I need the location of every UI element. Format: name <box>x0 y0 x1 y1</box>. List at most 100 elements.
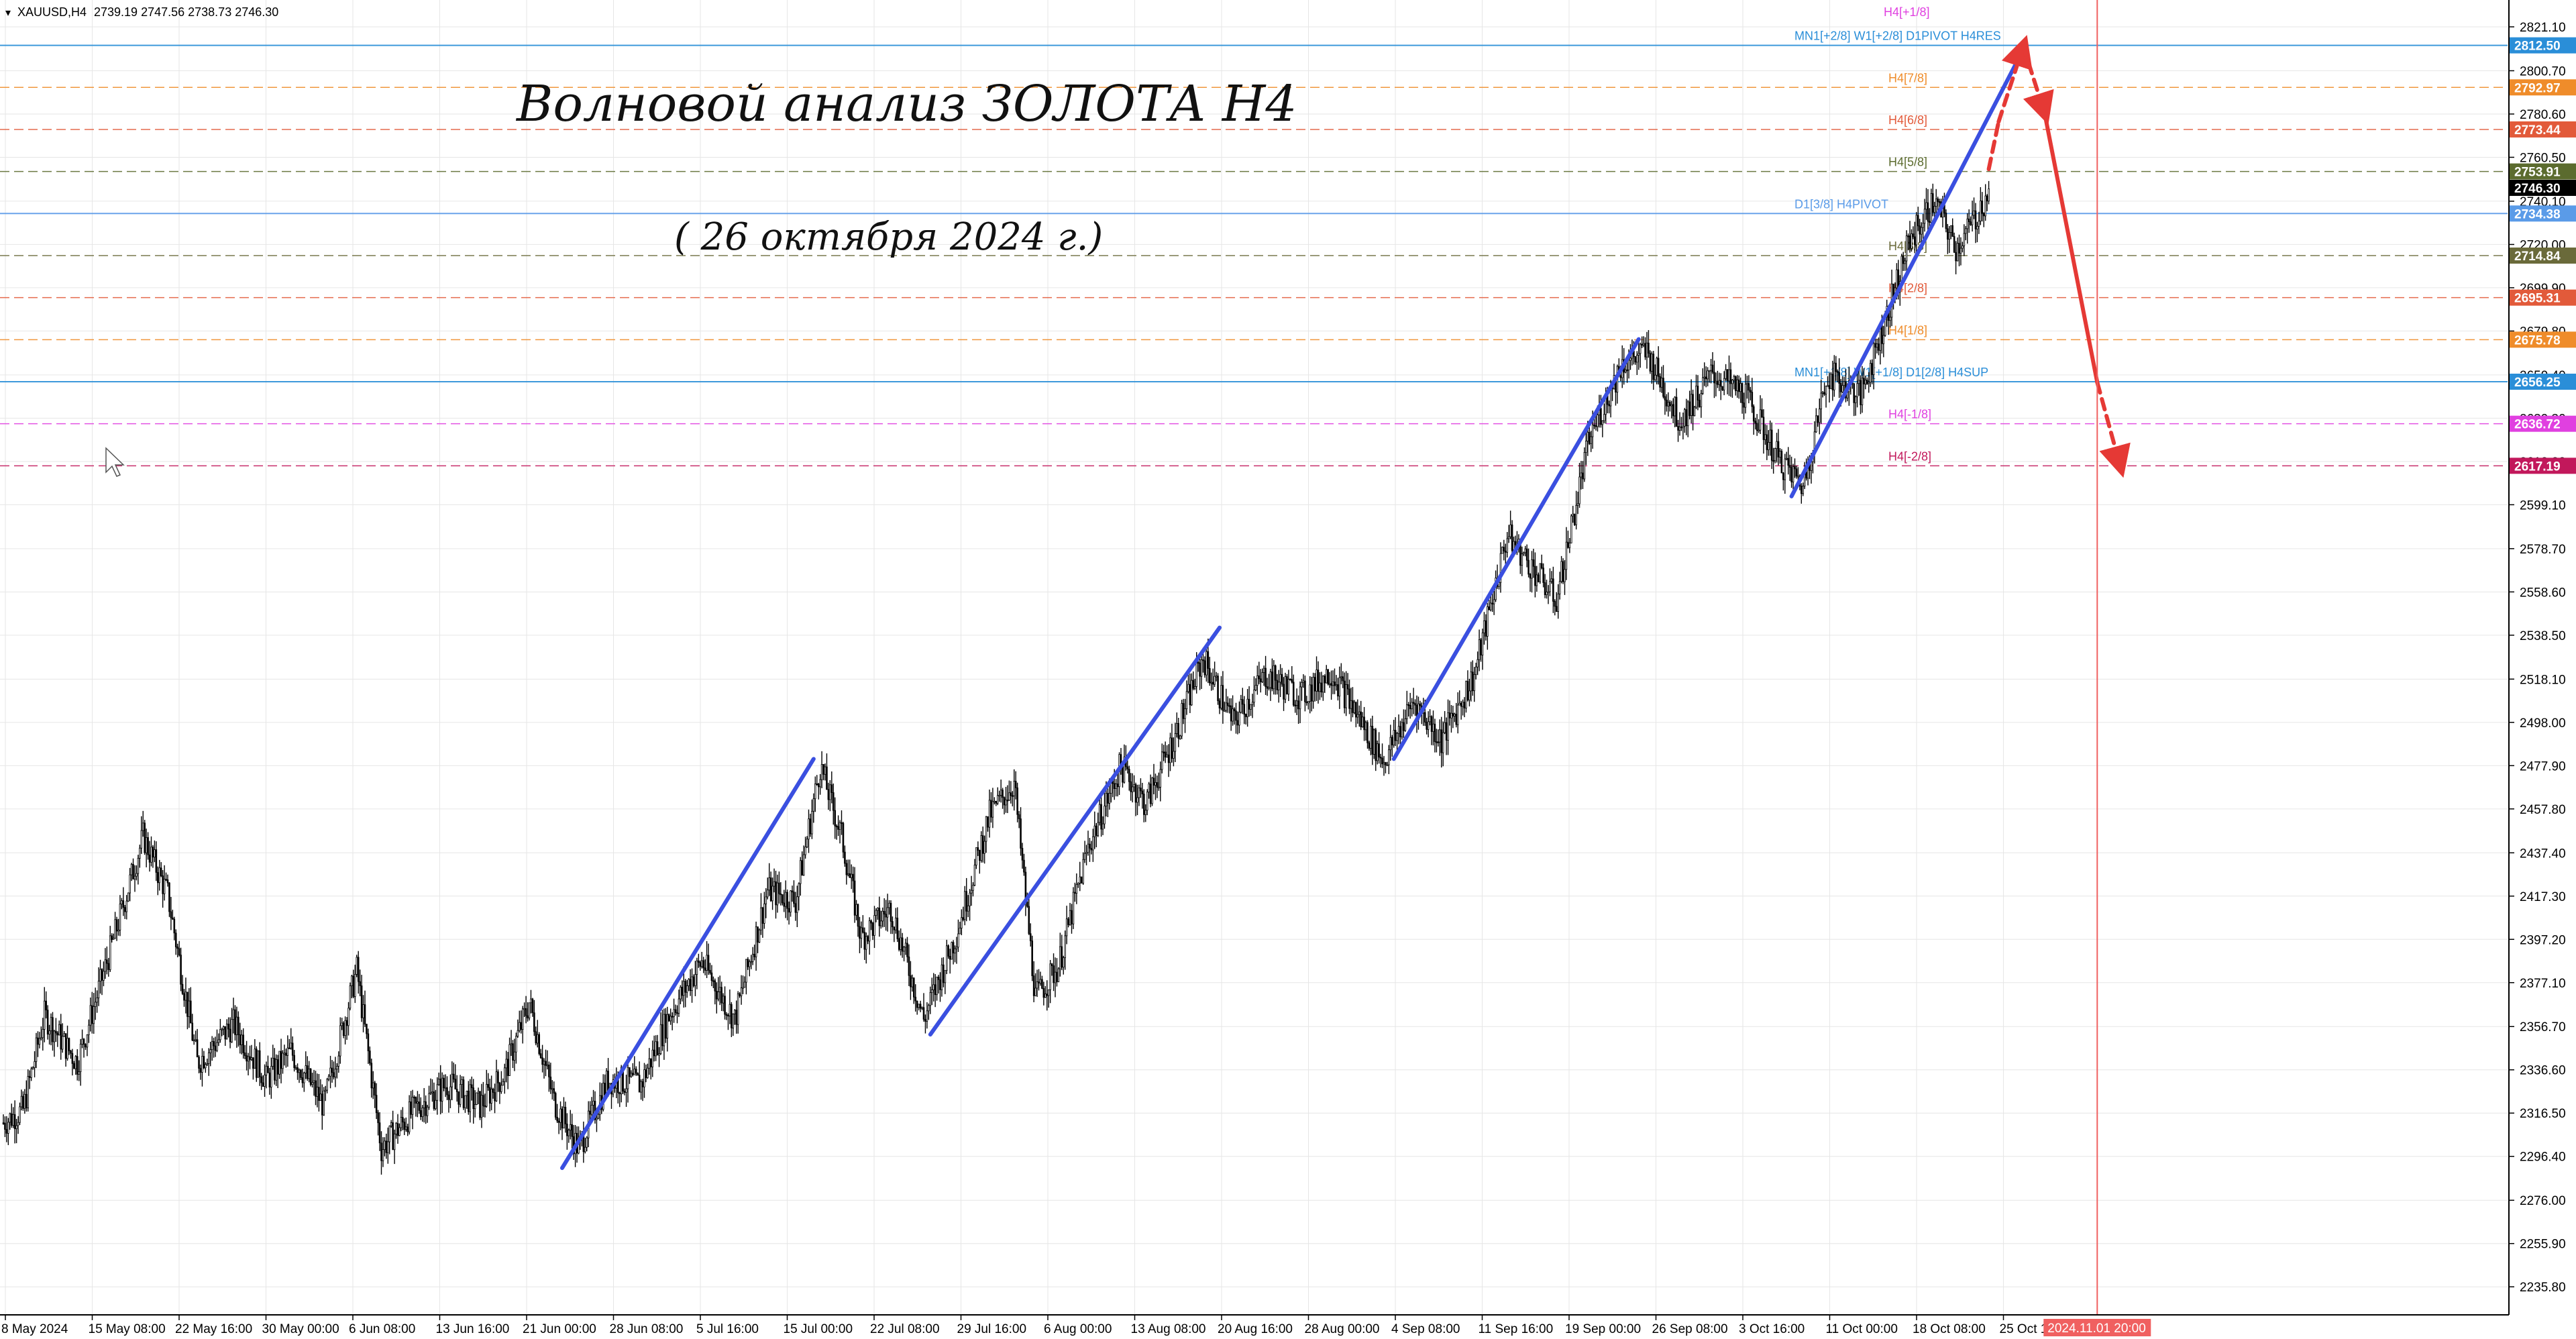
candle-body <box>1685 409 1688 427</box>
candle-body <box>1821 392 1824 394</box>
candle-body <box>1023 859 1025 873</box>
candle-body <box>191 1022 194 1041</box>
symbol-dropdown-icon[interactable]: ▾ <box>5 7 11 19</box>
x-tick-label: 19 Sep 00:00 <box>1565 1322 1641 1336</box>
candle-body <box>1427 721 1430 730</box>
candle-body <box>1381 757 1383 765</box>
candle-body <box>1275 665 1277 681</box>
candle-body <box>1334 681 1336 686</box>
candle-body <box>4 1122 6 1130</box>
candle-body <box>589 1110 591 1115</box>
candle-body <box>862 927 864 933</box>
candle-body <box>619 1092 621 1094</box>
candle-body <box>1758 429 1760 432</box>
candle-body <box>1642 343 1645 345</box>
candle-body <box>1955 252 1957 262</box>
candle-body <box>455 1089 458 1092</box>
candle-body <box>193 1039 195 1042</box>
candle-body <box>104 959 107 972</box>
candle-body <box>297 1067 299 1073</box>
candle-body <box>1322 676 1324 693</box>
candle-body <box>336 1066 338 1070</box>
candle-body <box>27 1076 30 1108</box>
candle-body <box>178 948 180 956</box>
candle-body <box>418 1102 421 1111</box>
candle-body <box>1575 504 1577 525</box>
candle-body <box>521 1008 524 1030</box>
candle-body <box>139 847 141 859</box>
candle-body <box>1243 704 1246 715</box>
candle-body <box>255 1049 258 1078</box>
forecast-segment <box>2021 44 2054 125</box>
candle-body <box>1159 769 1162 788</box>
candle-body <box>1403 722 1405 731</box>
candlestick-series <box>2 180 1990 1175</box>
candle-body <box>398 1127 400 1136</box>
candle-body <box>1107 793 1109 804</box>
candle-body <box>122 900 125 908</box>
candle-body <box>360 985 363 1018</box>
candle-body <box>794 903 797 913</box>
candle-body <box>1261 672 1264 682</box>
candle-body <box>311 1082 313 1085</box>
candle-body <box>73 1063 75 1069</box>
candle-body <box>1291 679 1293 683</box>
candle-body <box>1710 364 1712 371</box>
candle-body <box>1815 415 1817 433</box>
candle-body <box>1193 686 1196 689</box>
candle-body <box>665 1014 667 1039</box>
candle-body <box>1364 722 1367 731</box>
candle-body <box>1644 343 1646 358</box>
candle-body <box>1540 563 1543 569</box>
candle-body <box>1373 729 1375 755</box>
candle-body <box>827 789 830 800</box>
candle-body <box>914 996 917 1002</box>
candle-body <box>426 1106 429 1116</box>
candle-body <box>939 979 941 990</box>
candle-body <box>429 1092 432 1094</box>
candle-body <box>324 1089 327 1091</box>
candle-body <box>1049 963 1051 990</box>
candle-body <box>1858 380 1860 384</box>
candle-body <box>788 908 790 913</box>
candle-body <box>1115 784 1117 789</box>
candle-body <box>1212 682 1214 685</box>
candle-body <box>1246 698 1248 717</box>
trend-line <box>1391 337 1641 761</box>
candle-body <box>301 1077 304 1083</box>
candle-body <box>123 907 126 912</box>
candle-body <box>252 1057 254 1069</box>
candle-body <box>1232 708 1234 722</box>
candle-body <box>265 1065 268 1075</box>
candle-body <box>1056 971 1058 982</box>
candle-body <box>523 1008 525 1010</box>
candle-body <box>1525 548 1528 561</box>
candle-body <box>1287 679 1290 695</box>
candle-body <box>1945 213 1947 229</box>
candle-body <box>655 1041 657 1057</box>
candle-body <box>819 779 821 788</box>
candle-body <box>1187 684 1189 692</box>
candle-body <box>1707 370 1709 380</box>
candle-body <box>998 795 1001 797</box>
candle-body <box>1889 317 1891 321</box>
candle-body <box>1929 221 1931 223</box>
candle-body <box>1224 710 1226 712</box>
candle-body <box>729 1004 731 1016</box>
candle-body <box>1909 235 1911 249</box>
candle-body <box>71 1053 74 1064</box>
candle-body <box>934 984 936 996</box>
candle-body <box>959 928 961 934</box>
candle-body <box>306 1065 309 1079</box>
candle-body <box>1269 672 1272 688</box>
candle-body <box>1044 994 1046 998</box>
candle-body <box>865 936 867 950</box>
candle-body <box>1721 386 1724 390</box>
candle-body <box>1772 460 1774 462</box>
candle-body <box>951 942 953 960</box>
candle-body <box>1697 386 1699 400</box>
candle-body <box>1399 726 1401 737</box>
candle-body <box>1404 718 1407 731</box>
candle-body <box>392 1122 394 1150</box>
